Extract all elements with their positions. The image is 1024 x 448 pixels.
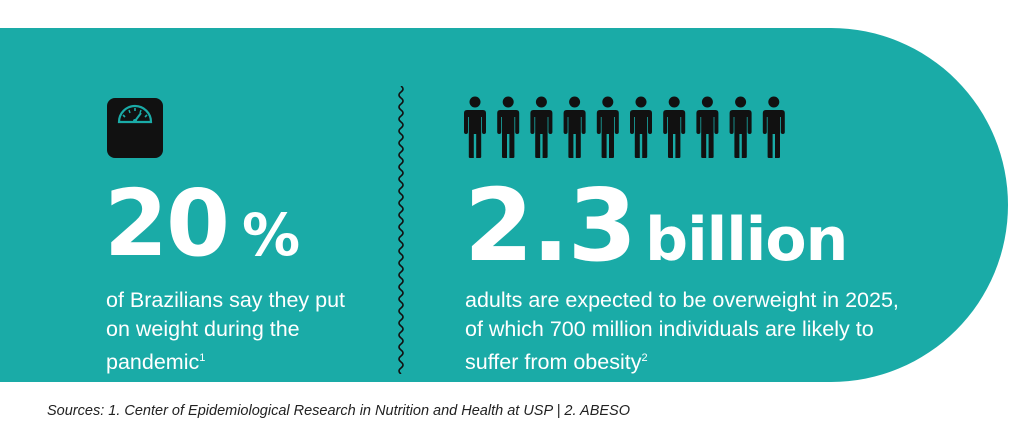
footnote-marker-2: 2 bbox=[641, 352, 648, 364]
person-icon bbox=[530, 96, 553, 158]
person-icon bbox=[630, 96, 652, 158]
bathroom-scale-icon bbox=[107, 98, 163, 158]
stat-billion-description: adults are expected to be overweight in … bbox=[465, 286, 905, 377]
infographic-banner: 20% of Brazilians say they put on weight… bbox=[0, 28, 1008, 382]
stat-billion-value: 2.3 bbox=[464, 167, 637, 284]
person-icon bbox=[596, 96, 619, 158]
stat-percentage-value: 20 bbox=[104, 170, 230, 277]
stat-billion-description-text: adults are expected to be overweight in … bbox=[465, 288, 899, 374]
person-icon bbox=[563, 96, 586, 158]
stat-percentage-unit: % bbox=[242, 201, 300, 269]
stat-billion-unit: billion bbox=[645, 205, 848, 275]
person-icon bbox=[762, 96, 785, 158]
stat-percentage: 20% bbox=[104, 178, 300, 270]
person-icon bbox=[696, 96, 719, 158]
footnote-marker-1: 1 bbox=[199, 352, 206, 364]
person-icon bbox=[497, 96, 520, 158]
stat-percentage-description: of Brazilians say they put on weight dur… bbox=[106, 286, 346, 377]
person-icon bbox=[729, 96, 752, 158]
person-icon bbox=[663, 96, 686, 158]
stat-percentage-description-text: of Brazilians say they put on weight dur… bbox=[106, 288, 346, 374]
person-icon bbox=[464, 96, 486, 158]
people-icons bbox=[464, 96, 785, 158]
stat-billion: 2.3 billion bbox=[464, 176, 848, 276]
wavy-divider bbox=[398, 86, 404, 374]
sources-note: Sources: 1. Center of Epidemiological Re… bbox=[47, 403, 630, 419]
